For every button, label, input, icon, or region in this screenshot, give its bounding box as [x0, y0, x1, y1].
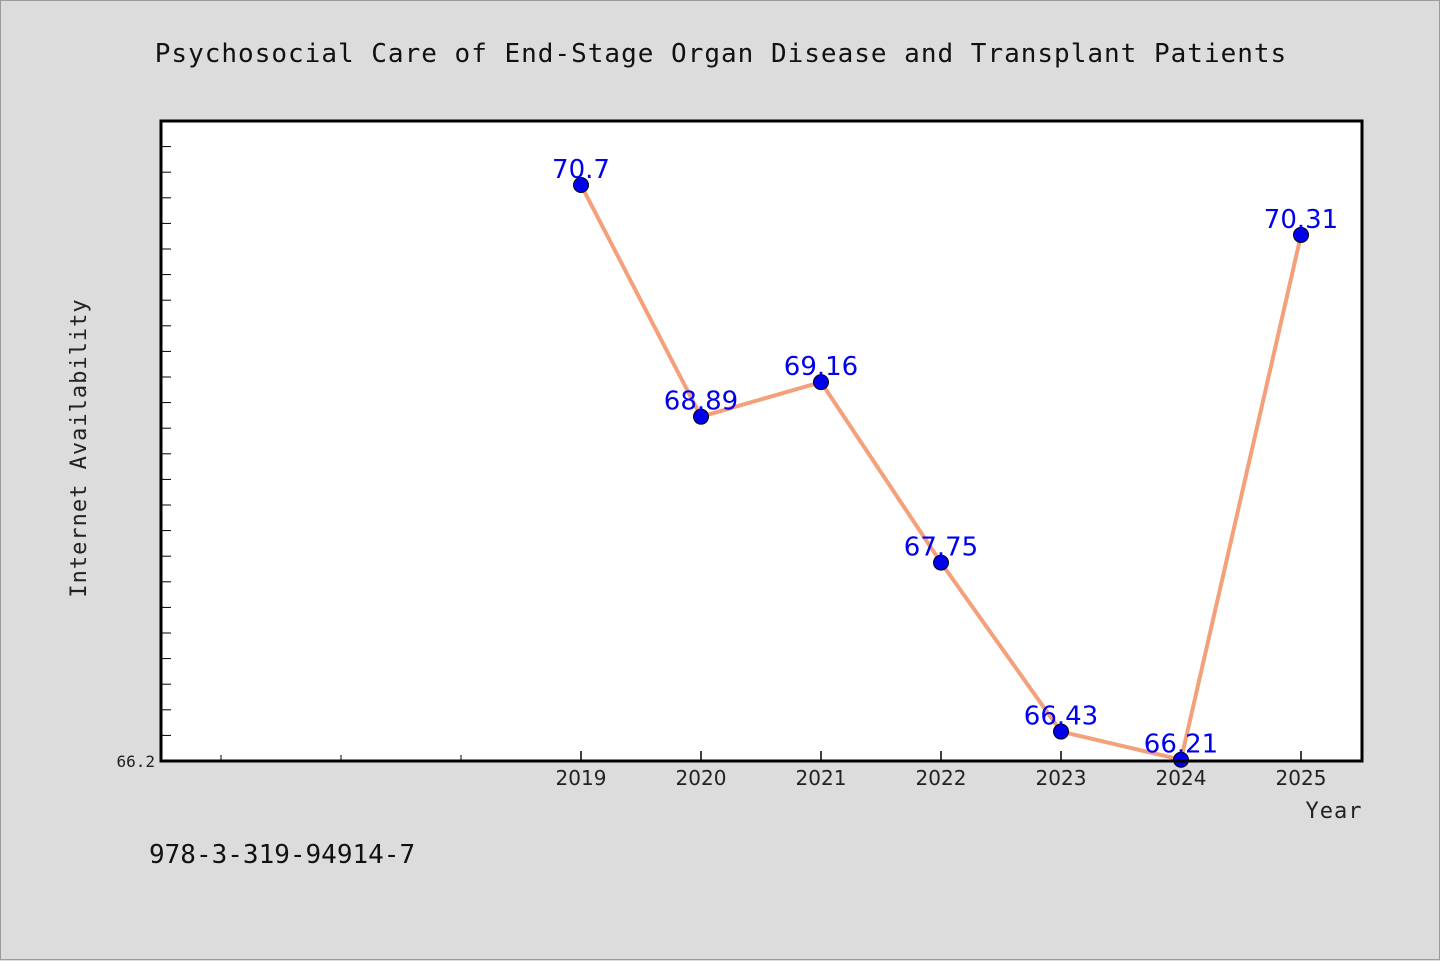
- data-label: 70.7: [552, 155, 610, 185]
- x-tick-label: 2019: [556, 766, 607, 790]
- x-tick-label: 2025: [1276, 766, 1327, 790]
- data-point: [573, 177, 589, 193]
- data-label: 66.21: [1144, 730, 1218, 760]
- x-tick-label: 2024: [1156, 766, 1207, 790]
- plot-area: [161, 121, 1362, 761]
- x-tick-label: 2021: [796, 766, 847, 790]
- plot-border: [159, 119, 1364, 763]
- data-label: 70.31: [1264, 205, 1338, 235]
- data-point: [933, 554, 949, 571]
- x-tick-label: 2020: [676, 766, 727, 790]
- x-axis-label: Year: [1306, 799, 1363, 824]
- data-point: [693, 408, 709, 425]
- data-labels: 70.7 68.89 69.16 67.75 66.43 66.21 70.31: [552, 155, 1338, 760]
- isbn-footer: 978-3-319-94914-7: [149, 840, 415, 870]
- y-axis-ticks: 66.2: [116, 752, 155, 771]
- data-label: 67.75: [904, 533, 978, 563]
- x-tick-label: 2023: [1036, 766, 1087, 790]
- x-axis-ticks: 2019 2020 2021 2022 2023 2024 2025: [556, 751, 1327, 790]
- data-label: 69.16: [784, 352, 858, 382]
- data-point: [1293, 226, 1309, 243]
- y-axis-label: Internet Availability: [67, 298, 92, 597]
- chart-title: Psychosocial Care of End-Stage Organ Dis…: [155, 39, 1287, 69]
- data-label: 68.89: [664, 387, 738, 417]
- data-label: 66.43: [1024, 702, 1098, 732]
- y-tick-label: 66.2: [116, 752, 155, 771]
- x-tick-label: 2022: [916, 766, 967, 790]
- data-point: [813, 374, 829, 391]
- minor-ticks: [161, 146, 462, 761]
- data-point: [1053, 723, 1069, 740]
